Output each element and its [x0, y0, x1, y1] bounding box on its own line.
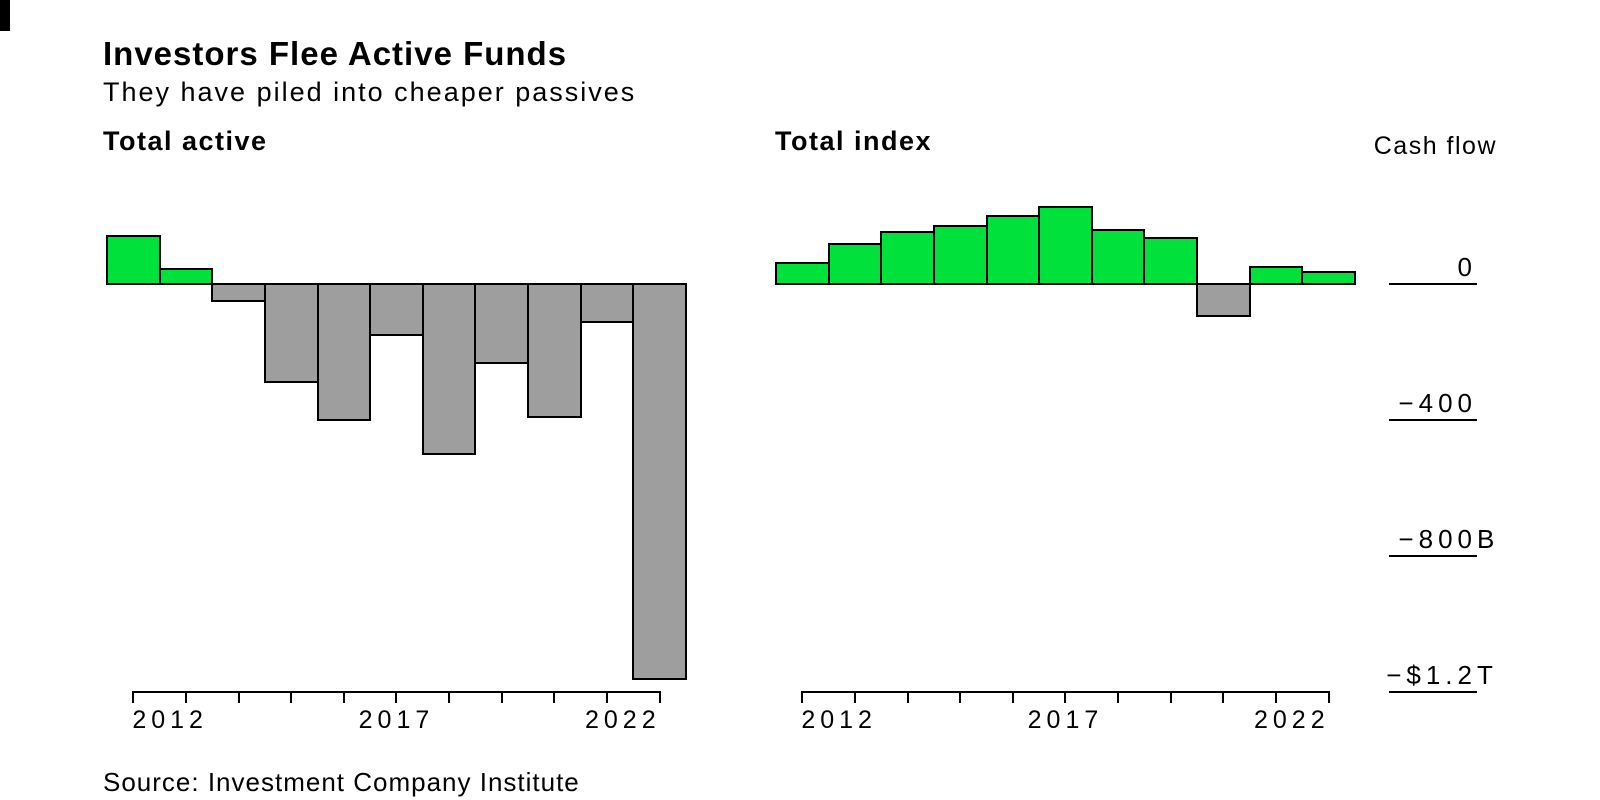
panel-title-total-index: Total index — [775, 126, 933, 156]
y-tick-line — [1389, 691, 1477, 694]
bar-2019 — [474, 283, 530, 364]
x-tick-label-2012: 2012 — [132, 706, 208, 734]
x-tick-label-2022: 2022 — [1253, 706, 1330, 734]
x-axis-tick — [658, 691, 661, 703]
bar-2021 — [579, 283, 635, 324]
y-tick-number: 0 — [1457, 252, 1477, 282]
bar-2020 — [1196, 283, 1251, 317]
x-axis-tick — [553, 691, 556, 703]
y-tick-line — [1389, 419, 1477, 422]
bar-2014 — [211, 283, 266, 302]
y-tick-line — [1389, 555, 1477, 558]
bar-2015 — [932, 225, 988, 285]
x-axis-tick — [1169, 691, 1172, 703]
x-axis-tick — [853, 691, 856, 703]
bar-2013 — [158, 267, 214, 285]
y-tick-number: −$1.2 — [1386, 660, 1477, 691]
x-axis-tick — [395, 691, 398, 703]
x-axis-tick — [1327, 691, 1330, 703]
y-axis-title: Cash flow — [1373, 132, 1497, 160]
y-tick-line — [1389, 283, 1477, 285]
y-tick-number: −400 — [1398, 388, 1477, 419]
bar-2012 — [775, 262, 830, 285]
bar-2018 — [1090, 228, 1146, 285]
bar-2012 — [106, 235, 161, 285]
window-corner-mark — [0, 0, 10, 31]
y-tick-suffix: B — [1477, 524, 1500, 555]
x-axis-tick — [184, 691, 187, 703]
x-axis-tick — [1222, 691, 1225, 703]
bar-2016 — [985, 214, 1041, 285]
x-axis-tick — [132, 691, 135, 703]
x-axis-tick — [1274, 691, 1277, 703]
y-tick-suffix: T — [1477, 660, 1498, 691]
x-axis-tick — [290, 691, 293, 703]
x-tick-label-2017: 2017 — [1027, 706, 1104, 734]
x-tick-label-2017: 2017 — [358, 706, 435, 734]
x-axis-tick — [605, 691, 608, 703]
panel-title-total-active: Total active — [103, 126, 268, 156]
y-tick-label: −800 B — [1398, 524, 1494, 555]
x-axis-tick — [1011, 691, 1014, 703]
x-axis-tick — [906, 691, 909, 703]
bar-2015 — [263, 283, 319, 383]
y-tick-label: 0 — [1458, 254, 1477, 280]
bar-2017 — [1038, 205, 1093, 285]
x-axis-tick — [959, 691, 962, 703]
bar-2019 — [1143, 237, 1199, 285]
y-tick-label: −400 — [1398, 390, 1477, 416]
x-tick-label-2012: 2012 — [801, 706, 877, 734]
bar-2022 — [1301, 270, 1356, 285]
x-axis-tick — [801, 691, 804, 703]
bar-2014 — [880, 231, 935, 285]
bar-2020 — [527, 283, 582, 419]
bar-2013 — [827, 242, 883, 285]
x-axis-tick — [1064, 691, 1067, 703]
x-tick-label-2022: 2022 — [584, 706, 661, 734]
x-axis-tick — [342, 691, 345, 703]
bar-2018 — [421, 283, 477, 456]
y-tick-label: −$1.2 T — [1386, 660, 1493, 691]
x-axis-tick — [237, 691, 240, 703]
bar-2021 — [1248, 266, 1304, 285]
y-tick-number: −800 — [1398, 524, 1477, 555]
source-note: Source: Investment Company Institute — [103, 767, 580, 797]
bar-2022 — [632, 283, 687, 680]
x-axis-tick — [1117, 691, 1120, 703]
x-axis-tick — [448, 691, 451, 703]
bar-2016 — [316, 283, 372, 421]
bar-2017 — [369, 283, 424, 337]
page-subtitle: They have piled into cheaper passives — [103, 77, 637, 107]
x-axis-tick — [500, 691, 503, 703]
page-title: Investors Flee Active Funds — [103, 35, 568, 72]
